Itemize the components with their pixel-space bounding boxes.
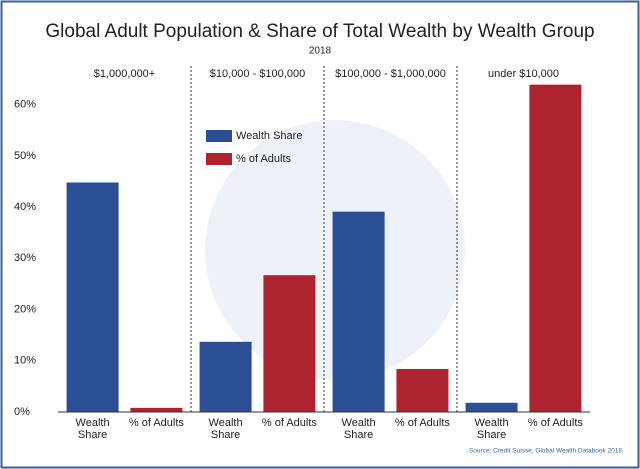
group-label: under $10,000 <box>488 68 559 80</box>
y-tick-label: 50% <box>14 150 36 162</box>
bar <box>130 407 183 412</box>
x-tick-label: % of Adults <box>261 417 317 429</box>
source: Source: Credit Suisse, Global Wealth Dat… <box>469 448 622 455</box>
bar <box>332 211 385 412</box>
x-tick-label: Wealth Share <box>208 417 243 441</box>
chart-subtitle: 2018 <box>309 46 332 57</box>
group-label: $1,000,000+ <box>94 68 155 80</box>
x-tick-label: % of Adults <box>394 417 450 429</box>
y-tick-label: 20% <box>14 303 36 315</box>
x-tick-label: Wealth Share <box>75 417 110 441</box>
legend-label: % of Adults <box>236 153 292 165</box>
bar <box>396 368 449 412</box>
y-tick-label: 10% <box>14 355 36 367</box>
legend-swatch <box>206 153 232 165</box>
bar <box>263 275 316 412</box>
group-label: $100,000 - $1,000,000 <box>335 68 446 80</box>
y-tick-label: 60% <box>14 99 36 111</box>
y-tick-label: 0% <box>14 406 30 418</box>
x-tick-label: Wealth Share <box>341 417 376 441</box>
legend-label: Wealth Share <box>236 130 302 142</box>
y-tick-label: 30% <box>14 252 36 264</box>
bar <box>529 84 582 413</box>
bar <box>199 341 252 412</box>
bar <box>66 182 119 412</box>
y-tick-label: 40% <box>14 201 36 213</box>
legend-swatch <box>206 130 232 142</box>
chart-title: Global Adult Population & Share of Total… <box>45 21 594 42</box>
x-tick-label: % of Adults <box>527 417 583 429</box>
x-tick-label: % of Adults <box>128 417 184 429</box>
group-label: $10,000 - $100,000 <box>210 68 305 80</box>
bar <box>465 402 518 412</box>
x-tick-label: Wealth Share <box>474 417 509 441</box>
